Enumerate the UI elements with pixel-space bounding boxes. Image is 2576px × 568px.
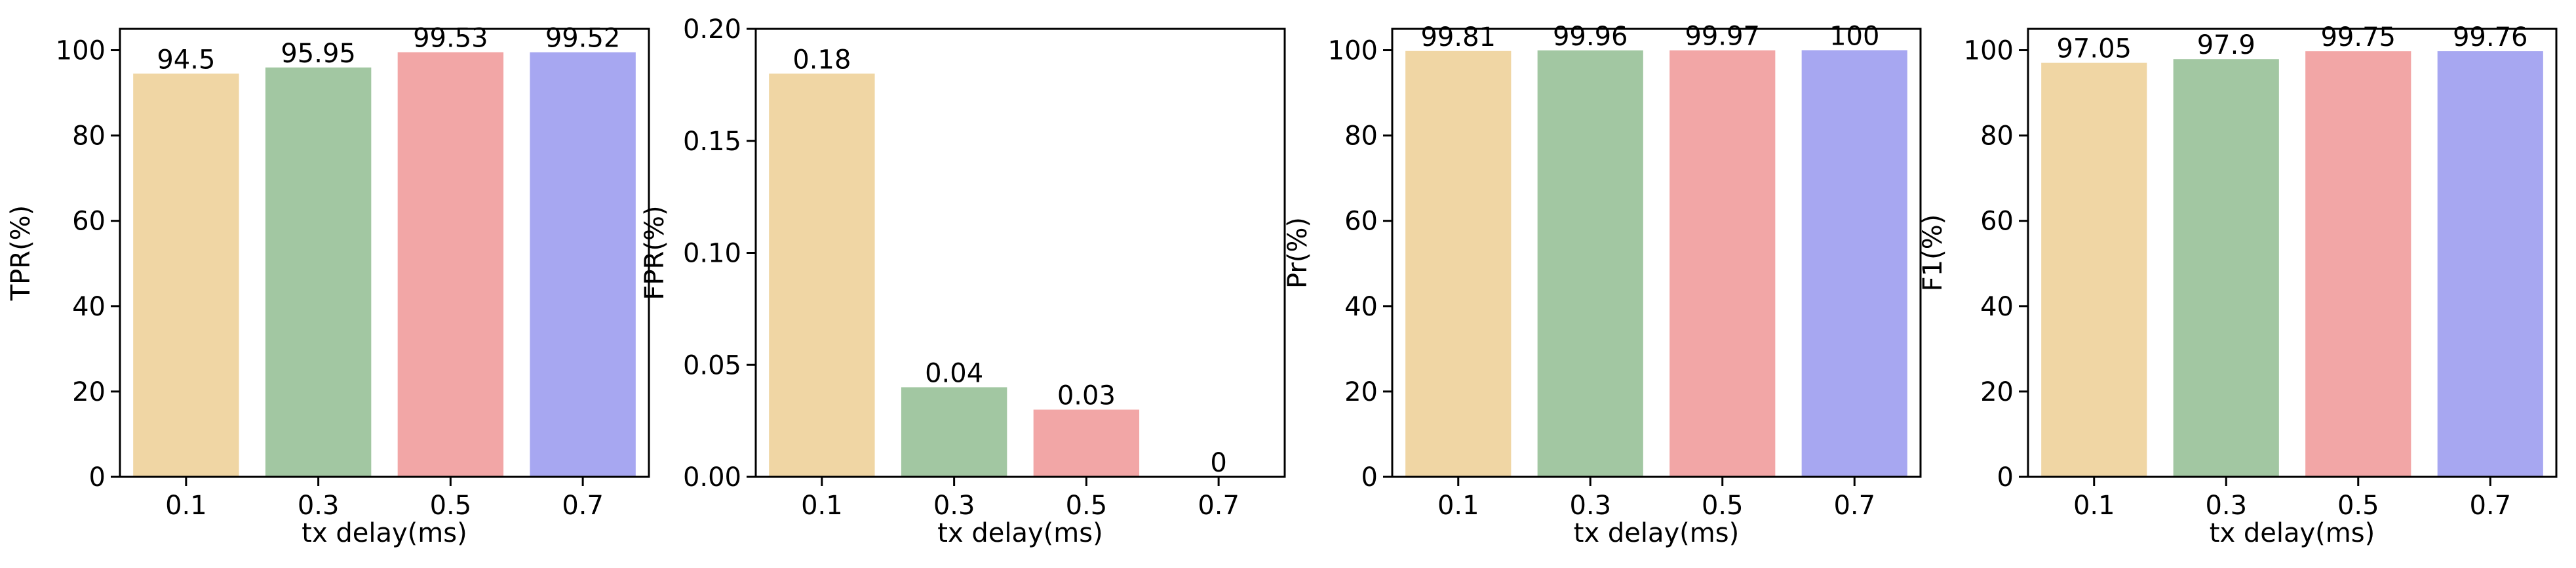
y-tick-label: 20 xyxy=(72,377,106,407)
x-tick-label: 0.5 xyxy=(430,491,472,521)
chart-panel-2: 0.18 0.04 0.03 0 0.00 0.05 0.10 0.15 0.20 0.1 0.3 0… xyxy=(640,14,1286,548)
bar-value-label: 97.9 xyxy=(2197,30,2255,60)
x-tick-label: 0.7 xyxy=(2469,491,2511,521)
x-axis-title: tx delay(ms) xyxy=(302,518,467,548)
plot-frame xyxy=(2027,28,2558,478)
x-axis-title: tx delay(ms) xyxy=(2210,518,2375,548)
y-tick-label: 80 xyxy=(1980,121,2014,152)
bar-value-label: 0.18 xyxy=(792,45,851,75)
y-tick-label: 0 xyxy=(1997,462,2014,493)
x-tick-label: 0.1 xyxy=(1437,491,1479,521)
x-tick-label: 0.3 xyxy=(1569,491,1611,521)
bar-value-label: 97.05 xyxy=(2056,34,2132,64)
bar-value-label: 0.04 xyxy=(925,358,983,388)
x-tick-label: 0.7 xyxy=(562,491,604,521)
bar xyxy=(530,52,636,477)
bar xyxy=(1801,50,1907,477)
y-tick-label: 60 xyxy=(1344,207,1378,237)
bar xyxy=(2305,51,2411,477)
bar xyxy=(901,387,1007,477)
y-tick-label: 100 xyxy=(56,36,106,66)
chart-panel-3: 99.81 99.96 99.97 100 0 20 40 60 80 100 0.1 0.3 0.5 0… xyxy=(1283,22,1922,548)
y-tick-label: 0 xyxy=(89,462,106,493)
bar-value-label: 99.96 xyxy=(1553,22,1628,52)
x-axis-title: tx delay(ms) xyxy=(937,518,1103,548)
x-tick-label: 0.1 xyxy=(165,491,207,521)
y-tick-label: 80 xyxy=(1344,121,1378,152)
y-tick-label: 0.20 xyxy=(683,14,741,45)
x-tick-label: 0.1 xyxy=(2073,491,2115,521)
bar-value-label: 95.95 xyxy=(281,39,356,69)
x-tick-label: 0.5 xyxy=(2337,491,2379,521)
bar xyxy=(2173,59,2279,477)
x-tick-label: 0.7 xyxy=(1833,491,1875,521)
y-tick-label: 20 xyxy=(1980,377,2014,407)
x-tick-label: 0.5 xyxy=(1066,491,1108,521)
y-tick-label: 100 xyxy=(1328,36,1378,66)
bar xyxy=(1537,50,1643,477)
plot-frame xyxy=(119,28,650,478)
y-tick-label: 40 xyxy=(1980,292,2014,322)
bar-value-label: 0 xyxy=(1210,448,1226,478)
bar-value-label: 99.97 xyxy=(1685,22,1760,52)
bar-value-label: 99.75 xyxy=(2320,22,2396,52)
y-axis-title: F1(%) xyxy=(1918,214,1948,292)
chart-panel-4: 97.05 97.9 99.75 99.76 0 20 40 60 80 100 0.1 0.3 0.5… xyxy=(1918,22,2558,548)
x-tick-label: 0.3 xyxy=(2205,491,2247,521)
y-tick-label: 0 xyxy=(1361,462,1378,493)
y-tick-label: 100 xyxy=(1964,36,2014,66)
y-axis-title: FPR(%) xyxy=(640,205,670,300)
bar-value-label: 99.53 xyxy=(413,24,488,54)
x-tick-label: 0.7 xyxy=(1198,491,1239,521)
bar-value-label: 99.81 xyxy=(1420,22,1496,52)
bar xyxy=(1669,50,1776,477)
bar xyxy=(1033,409,1140,477)
y-tick-label: 60 xyxy=(1980,207,2014,237)
y-tick-label: 20 xyxy=(1344,377,1378,407)
y-tick-label: 40 xyxy=(1344,292,1378,322)
y-tick-label: 0.10 xyxy=(683,239,741,269)
bar-value-label: 100 xyxy=(1829,22,1879,52)
x-axis-title: tx delay(ms) xyxy=(1574,518,1739,548)
y-tick-label: 80 xyxy=(72,121,106,152)
y-tick-label: 60 xyxy=(72,207,106,237)
bar xyxy=(265,67,372,477)
y-axis-title: TPR(%) xyxy=(6,205,36,302)
x-tick-label: 0.1 xyxy=(801,491,843,521)
y-tick-label: 0.15 xyxy=(683,127,741,157)
bar xyxy=(133,73,239,477)
bar xyxy=(769,73,875,477)
y-axis-title: Pr(%) xyxy=(1283,217,1313,289)
bar xyxy=(2041,62,2147,477)
x-tick-label: 0.3 xyxy=(298,491,340,521)
bar xyxy=(1405,51,1512,477)
bar xyxy=(397,52,504,477)
bar-value-label: 94.5 xyxy=(157,45,215,75)
plot-frame xyxy=(1391,28,1922,478)
y-tick-label: 0.00 xyxy=(683,462,741,493)
x-tick-label: 0.3 xyxy=(933,491,975,521)
bar xyxy=(2437,51,2543,477)
bar-value-label: 0.03 xyxy=(1057,381,1116,411)
y-tick-label: 0.05 xyxy=(683,350,741,380)
bar-value-label: 99.76 xyxy=(2453,22,2528,52)
y-tick-label: 40 xyxy=(72,292,106,322)
x-tick-label: 0.5 xyxy=(1702,491,1744,521)
